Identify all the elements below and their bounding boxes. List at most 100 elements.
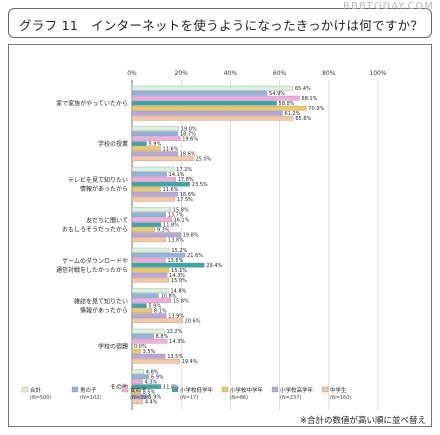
data-label: 8.8% [156, 334, 169, 340]
data-label: 65.6% [295, 116, 311, 122]
bar [131, 100, 277, 106]
legend-swatch [121, 386, 129, 393]
data-label: 18.6% [180, 192, 196, 198]
data-label: 13.5% [167, 354, 183, 360]
category-label: 友だちに聞いて [86, 217, 128, 225]
bar [131, 328, 165, 334]
data-label: 11.8% [163, 385, 179, 391]
data-label: 5.9% [149, 304, 162, 310]
bar [131, 252, 186, 258]
legend-swatch [171, 386, 179, 393]
legend-label: 小学校中学年 [230, 386, 264, 394]
data-label: 29.4% [206, 263, 222, 269]
bar [131, 222, 162, 228]
data-label: 16.1% [174, 218, 190, 224]
bar [131, 394, 147, 400]
data-label: 61.2% [285, 111, 301, 117]
bar [131, 95, 300, 101]
legend-label: 中学生 [330, 386, 347, 394]
x-tick-label: 80% [322, 70, 336, 77]
legend-n: (N=237) [280, 395, 301, 401]
bar [131, 105, 307, 111]
data-label: 65.4% [295, 86, 311, 92]
legend-label: 合計 [30, 386, 42, 394]
bar [131, 338, 168, 344]
legend-label: 小学校低学年 [180, 386, 214, 394]
data-label: 11.8% [163, 223, 179, 229]
data-label: 58.8% [279, 101, 295, 107]
bar [131, 156, 194, 162]
x-tick-label: 100% [369, 70, 386, 77]
bar [131, 90, 268, 96]
bar [131, 308, 153, 314]
bar [131, 166, 175, 172]
bar [131, 318, 183, 324]
data-label: 11.6% [163, 147, 179, 153]
legend-n: (N=398) [130, 395, 151, 401]
data-label: 15.1% [171, 268, 187, 274]
bar [131, 191, 178, 197]
legend-label: 女の子 [130, 386, 147, 394]
data-label: 15.0% [171, 278, 187, 284]
bar [131, 186, 161, 192]
category-label: 学校の宿題 [98, 343, 128, 351]
category-label: その他 [110, 383, 128, 391]
x-tick-label: 40% [224, 70, 238, 77]
legend-swatch [321, 386, 329, 393]
data-label: 23.5% [192, 182, 208, 188]
data-label: 3.5% [143, 390, 156, 396]
bar [131, 333, 154, 339]
chart-frame [8, 44, 432, 427]
bar [131, 115, 294, 121]
bar [131, 257, 166, 263]
data-label: 14.3% [169, 339, 185, 345]
data-label: 18.6% [180, 152, 196, 158]
data-label: 5.9% [149, 395, 162, 401]
data-label: 0.0% [134, 344, 147, 350]
bar [131, 207, 172, 213]
data-label: 4.4% [145, 400, 158, 406]
data-label: 15.2% [171, 248, 187, 254]
legend-n: (N=160) [330, 395, 351, 401]
legend-swatch [71, 386, 79, 393]
data-label: 19.4% [182, 359, 198, 365]
data-label: 17.2% [176, 167, 192, 173]
legend-label: 小学校高学年 [280, 386, 314, 394]
bar [131, 126, 179, 132]
legend-n: (N=500) [30, 395, 51, 401]
data-label: 4.8% [146, 370, 159, 376]
bar [131, 131, 179, 137]
category-label: 雑誌を見て知りたい [74, 298, 128, 306]
bar [131, 384, 162, 390]
legend-swatch [221, 386, 229, 393]
data-label: 6.9% [151, 375, 164, 381]
bar [131, 353, 166, 359]
category-label: 家で家族がやっていたから [56, 100, 128, 108]
data-label: 15.8% [173, 299, 189, 305]
bar [131, 181, 190, 187]
data-label: 17.5% [177, 197, 193, 203]
bar [131, 267, 170, 273]
data-label: 20.6% [185, 319, 201, 325]
data-label: 19.0% [181, 127, 197, 133]
legend-n: (N=102) [80, 395, 101, 401]
data-label: 14.1% [169, 172, 185, 178]
data-label: 14.8% [170, 289, 186, 295]
legend-n: (N=17) [180, 395, 198, 401]
data-label: 13.9% [168, 314, 184, 320]
bar [131, 196, 176, 202]
bar [131, 293, 159, 299]
bar [131, 227, 156, 233]
bar [131, 217, 172, 223]
bar [131, 237, 167, 243]
bar [131, 171, 167, 177]
data-label: 17.8% [178, 177, 194, 183]
legend-swatch [271, 386, 279, 393]
bar [131, 146, 161, 152]
data-label: 68.1% [302, 96, 318, 102]
data-label: 21.6% [187, 253, 203, 259]
data-label: 9.3% [157, 228, 170, 234]
footnote: ※合計の数値が高い順に並べ替え [299, 416, 426, 426]
bar [131, 389, 141, 395]
bar [131, 369, 144, 375]
